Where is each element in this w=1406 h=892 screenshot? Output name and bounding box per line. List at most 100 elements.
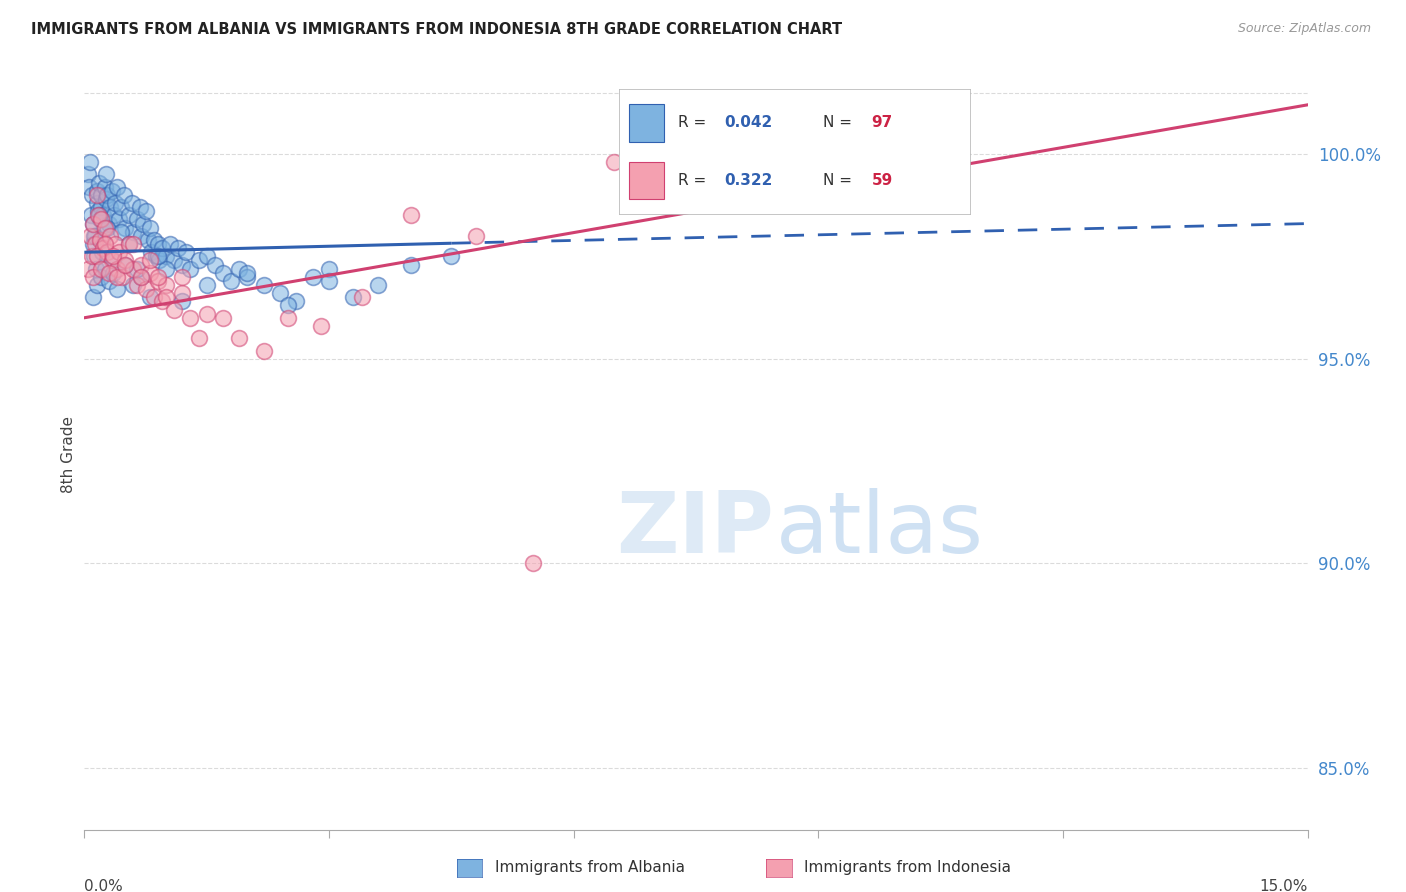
- Point: [127, 278, 149, 293]
- Point: [79, 155, 101, 169]
- Point: [212, 266, 235, 280]
- Point: [84, 228, 107, 243]
- Point: [82, 217, 104, 231]
- Point: [159, 237, 181, 252]
- Point: [136, 233, 159, 247]
- Point: [172, 286, 194, 301]
- Point: [82, 237, 104, 252]
- Point: [101, 184, 124, 198]
- Point: [91, 241, 114, 255]
- Text: N =: N =: [823, 173, 856, 188]
- Point: [77, 168, 100, 182]
- Point: [145, 249, 167, 263]
- Point: [127, 261, 149, 276]
- Point: [84, 237, 107, 252]
- Point: [94, 192, 117, 206]
- Point: [141, 245, 163, 260]
- Point: [91, 245, 114, 260]
- Point: [89, 233, 111, 247]
- Point: [114, 258, 136, 272]
- Point: [138, 290, 160, 304]
- Point: [101, 253, 124, 268]
- Point: [219, 274, 242, 288]
- Point: [114, 253, 136, 268]
- Point: [90, 261, 112, 276]
- Point: [179, 310, 201, 325]
- Point: [179, 261, 201, 276]
- Text: 59: 59: [872, 173, 893, 188]
- Point: [174, 245, 197, 260]
- Point: [146, 274, 169, 288]
- Point: [138, 220, 160, 235]
- Point: [269, 286, 291, 301]
- Text: ZIP: ZIP: [616, 488, 775, 572]
- Point: [155, 249, 177, 263]
- Point: [107, 212, 129, 227]
- Point: [155, 278, 177, 293]
- Point: [138, 266, 160, 280]
- Point: [118, 208, 141, 222]
- Y-axis label: 8th Grade: 8th Grade: [60, 417, 76, 493]
- Point: [121, 196, 143, 211]
- Point: [163, 302, 186, 317]
- Point: [236, 269, 259, 284]
- Point: [228, 331, 250, 345]
- Point: [236, 266, 259, 280]
- Point: [80, 208, 103, 222]
- Point: [83, 228, 105, 243]
- Point: [228, 261, 250, 276]
- Point: [127, 212, 149, 227]
- Point: [146, 237, 169, 252]
- Point: [131, 269, 153, 284]
- Point: [93, 220, 115, 235]
- Point: [82, 290, 104, 304]
- Point: [93, 237, 115, 252]
- Point: [90, 188, 112, 202]
- Point: [148, 253, 170, 268]
- Point: [309, 318, 332, 333]
- Point: [90, 212, 112, 227]
- Point: [522, 557, 544, 571]
- Point: [464, 228, 486, 243]
- Point: [142, 290, 165, 304]
- FancyBboxPatch shape: [630, 161, 664, 199]
- Point: [163, 253, 186, 268]
- Point: [97, 266, 120, 280]
- Point: [91, 233, 114, 247]
- Point: [112, 188, 135, 202]
- Point: [172, 294, 194, 309]
- Point: [86, 249, 108, 263]
- Point: [104, 196, 127, 211]
- Point: [131, 258, 153, 272]
- Point: [105, 261, 128, 276]
- Point: [187, 331, 209, 345]
- Point: [685, 138, 707, 153]
- Point: [195, 249, 218, 263]
- Text: R =: R =: [678, 173, 711, 188]
- Point: [93, 220, 115, 235]
- Point: [277, 310, 299, 325]
- Point: [105, 282, 128, 296]
- Point: [114, 220, 136, 235]
- Point: [105, 179, 128, 194]
- Point: [131, 228, 153, 243]
- Text: IMMIGRANTS FROM ALBANIA VS IMMIGRANTS FROM INDONESIA 8TH GRADE CORRELATION CHART: IMMIGRANTS FROM ALBANIA VS IMMIGRANTS FR…: [31, 22, 842, 37]
- Point: [101, 249, 124, 263]
- Point: [122, 237, 145, 252]
- Point: [135, 282, 157, 296]
- Point: [110, 225, 132, 239]
- Point: [212, 310, 235, 325]
- Point: [155, 261, 177, 276]
- Point: [97, 274, 120, 288]
- Text: 97: 97: [872, 115, 893, 130]
- Point: [122, 225, 145, 239]
- Point: [253, 278, 276, 293]
- Point: [440, 249, 463, 263]
- Point: [318, 274, 340, 288]
- Point: [155, 290, 177, 304]
- Text: atlas: atlas: [776, 488, 983, 572]
- Point: [342, 290, 364, 304]
- Point: [93, 179, 115, 194]
- Point: [86, 188, 108, 202]
- Point: [98, 228, 121, 243]
